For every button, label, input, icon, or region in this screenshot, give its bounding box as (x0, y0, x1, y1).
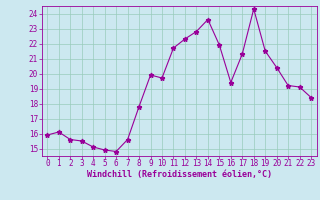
X-axis label: Windchill (Refroidissement éolien,°C): Windchill (Refroidissement éolien,°C) (87, 170, 272, 179)
